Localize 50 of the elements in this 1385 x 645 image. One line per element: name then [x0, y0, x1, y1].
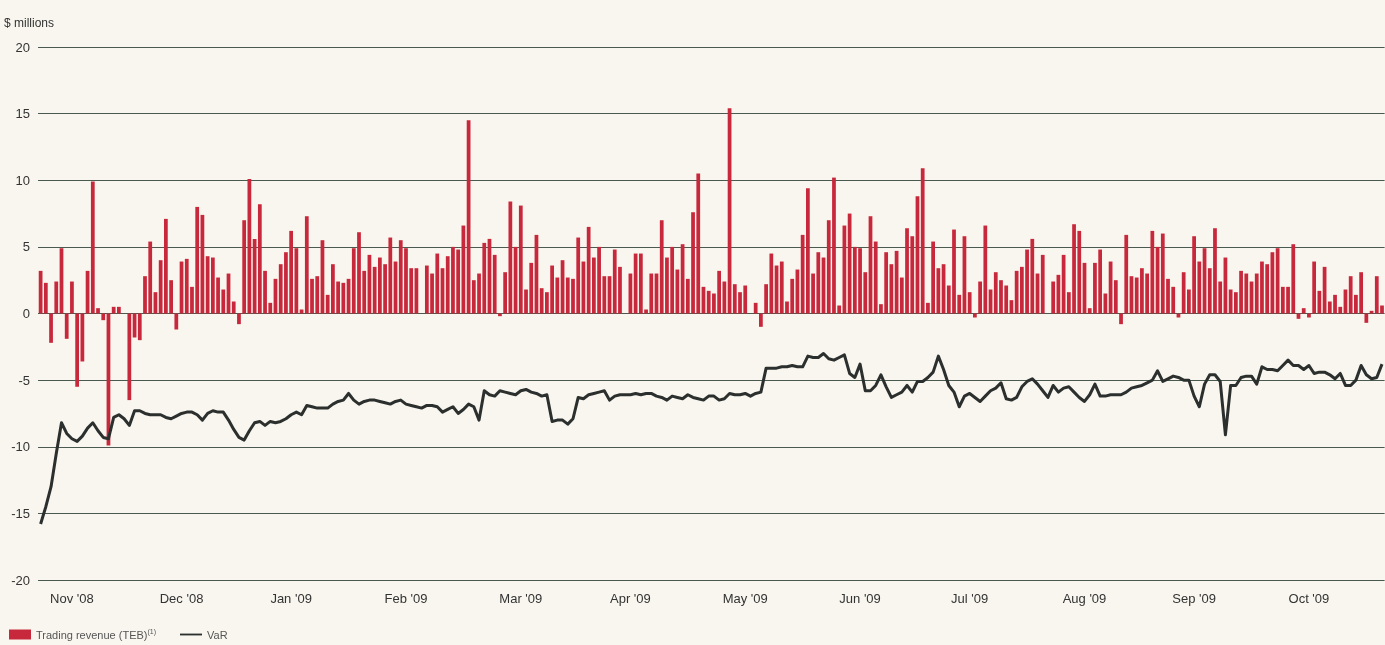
bar	[174, 313, 179, 330]
x-tick-label: Feb '09	[384, 591, 428, 606]
bar	[237, 313, 241, 325]
bar	[492, 254, 497, 314]
bar	[70, 281, 74, 314]
x-tick-label: Apr '09	[610, 591, 651, 606]
bar	[1040, 254, 1045, 314]
y-axis-title: $ millions	[4, 16, 55, 30]
bar	[1051, 281, 1056, 314]
bar	[231, 301, 236, 314]
bar	[101, 313, 106, 321]
bar	[1301, 308, 1306, 314]
bar	[49, 313, 53, 343]
y-tick-label: -15	[11, 505, 30, 521]
bar	[1364, 313, 1369, 323]
y-tick-label: 15	[15, 106, 30, 122]
bar	[1312, 261, 1317, 314]
x-tick-label: May '09	[722, 591, 768, 606]
x-tick-label: Jan '09	[270, 591, 312, 606]
bar	[54, 281, 59, 314]
bar	[1369, 310, 1374, 314]
bar	[1113, 280, 1118, 314]
bar	[137, 313, 142, 341]
bar	[753, 302, 758, 314]
x-tick-label: Jul '09	[951, 591, 989, 606]
bar	[127, 313, 132, 401]
bar	[1119, 313, 1123, 325]
bar	[1124, 234, 1129, 314]
x-tick-label: Dec '08	[159, 591, 204, 606]
x-tick-label: Sep '09	[1172, 591, 1216, 606]
x-tick-label: Aug '09	[1062, 591, 1107, 606]
legend-label: VaR	[207, 628, 228, 641]
bar	[759, 313, 763, 327]
y-tick-label: 10	[15, 172, 30, 188]
bar	[64, 313, 69, 339]
bar	[242, 220, 247, 314]
y-tick-label: 0	[22, 306, 30, 321]
x-tick-label: Jun '09	[839, 591, 881, 606]
x-tick-label: Mar '09	[499, 591, 543, 606]
bar	[967, 292, 972, 314]
y-tick-label: -5	[18, 372, 30, 388]
y-tick-label: 5	[22, 239, 30, 255]
x-tick-label: Nov '08	[50, 591, 94, 606]
y-tick-label: -10	[11, 439, 30, 455]
bar	[75, 313, 80, 387]
line-series	[39, 351, 1384, 526]
y-tick-label: -20	[11, 572, 30, 588]
y-tick-label: 20	[15, 39, 30, 55]
x-tick-label: Oct '09	[1288, 591, 1330, 606]
bar	[43, 282, 48, 314]
